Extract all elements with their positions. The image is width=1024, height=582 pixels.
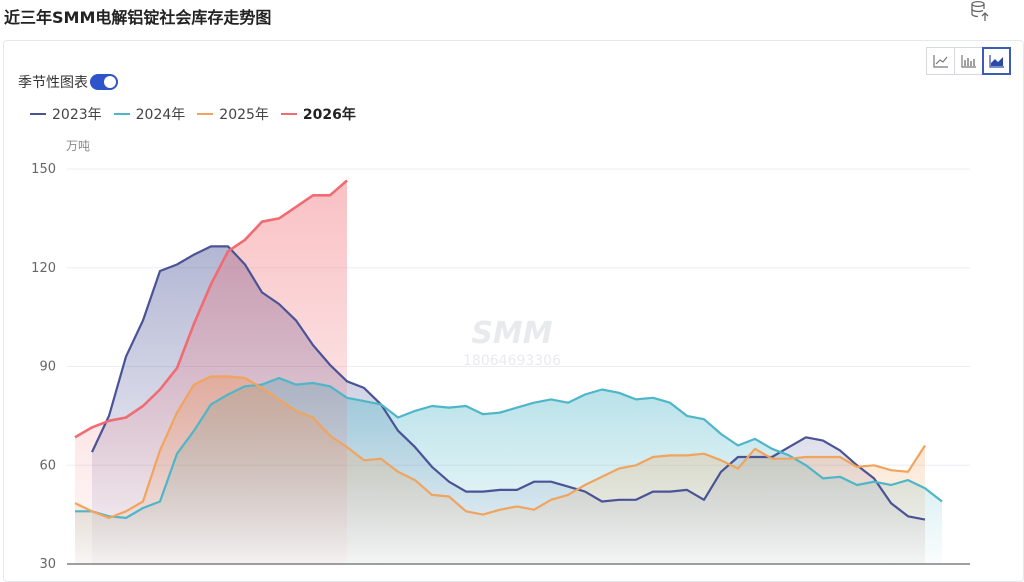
legend-label: 2025年 [219, 107, 269, 123]
chart-type-switch [926, 47, 1011, 75]
series-line-2025年 [74, 375, 926, 519]
legend-item-2026[interactable]: 2026年 [280, 104, 356, 124]
series-area-2026年 [75, 180, 347, 564]
y-tick-label: 30 [39, 557, 56, 568]
legend-label: 2026年 [302, 107, 356, 123]
y-tick-label: 150 [31, 162, 56, 177]
line-chart-button[interactable] [926, 47, 955, 75]
seasonal-label: 季节性图表 [18, 75, 88, 91]
legend-swatch [197, 113, 214, 115]
series-line-2026年 [74, 179, 348, 439]
y-tick-label: 120 [31, 261, 56, 276]
bar-chart-icon [960, 55, 976, 68]
watermark-logo: SMM [471, 316, 552, 351]
seasonal-toggle-row: 季节性图表 [18, 72, 118, 92]
legend-item-2023[interactable]: 2023年 [30, 104, 102, 124]
seasonal-toggle[interactable] [90, 74, 118, 90]
legend-swatch [280, 113, 297, 115]
watermark-phone: 18064693306 [463, 353, 561, 369]
area-chart-icon [988, 55, 1004, 68]
legend-swatch [113, 113, 130, 115]
legend-item-2024[interactable]: 2024年 [113, 104, 186, 124]
legend-label: 2024年 [135, 107, 186, 123]
series-line-2024年 [75, 376, 943, 519]
page-title: 近三年SMM电解铝锭社会库存走势图 [4, 8, 272, 27]
area-chart-button[interactable] [982, 47, 1011, 75]
toggle-knob [104, 76, 116, 88]
y-tick-label: 90 [39, 360, 56, 375]
legend-item-2025[interactable]: 2025年 [197, 104, 269, 124]
legend-swatch [30, 113, 46, 115]
legend-label: 2023年 [52, 107, 102, 123]
chart-legend: 2023年 2024年 2025年 2026年 [30, 104, 368, 124]
line-chart-icon [932, 55, 948, 68]
area-chart: 150 120 90 60 30 SMM 18064693306 [31, 162, 970, 568]
bar-chart-button[interactable] [954, 47, 983, 75]
database-export-icon[interactable] [969, 0, 991, 24]
y-tick-label: 60 [39, 458, 56, 473]
y-axis-unit: 万吨 [66, 139, 91, 153]
